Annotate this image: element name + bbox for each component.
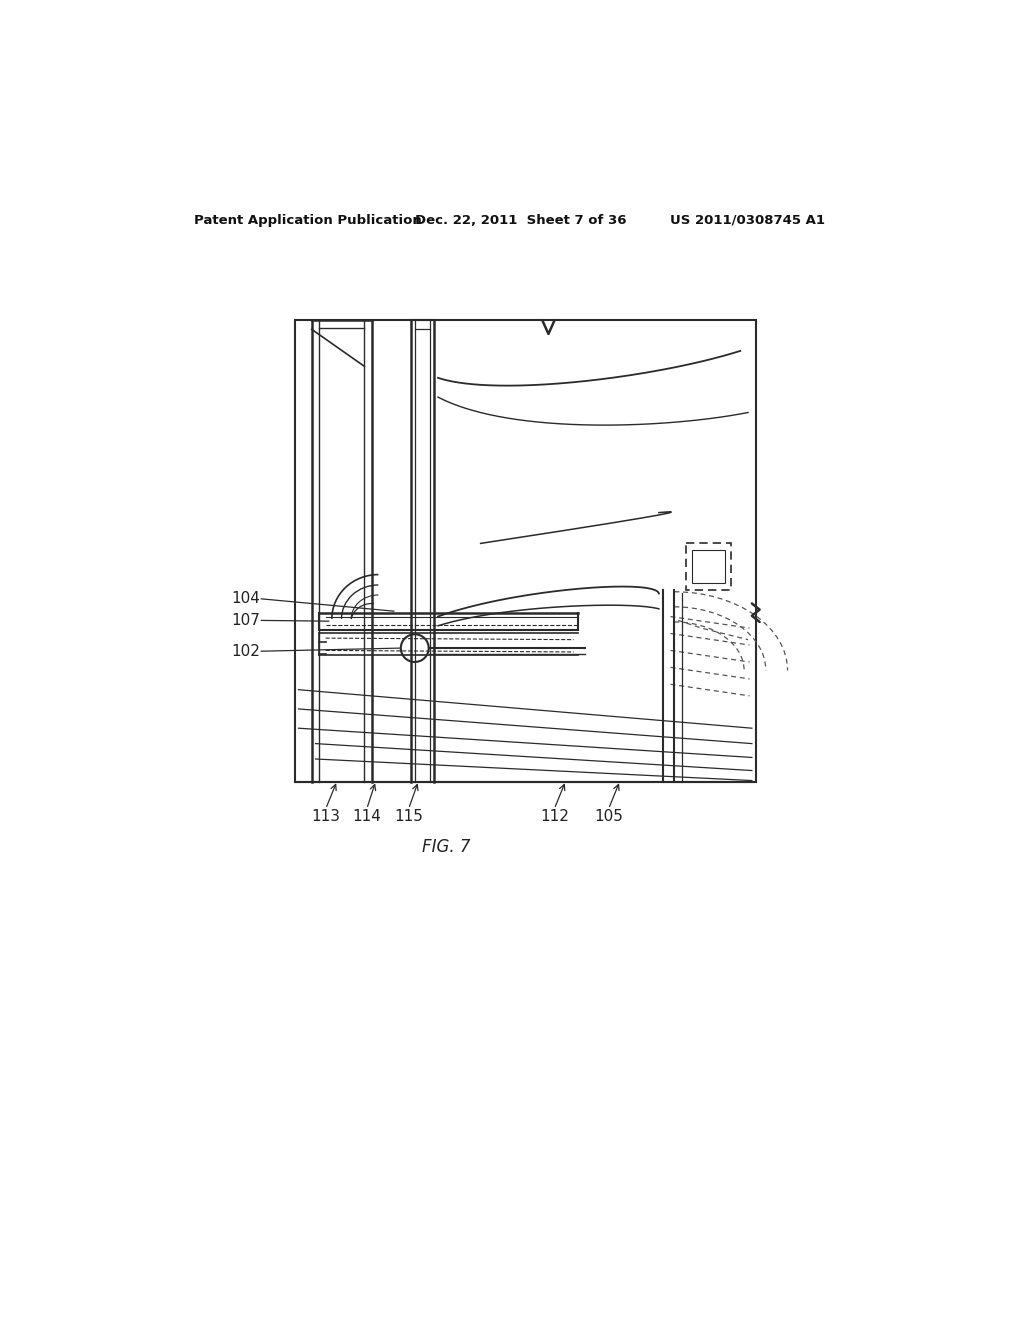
Text: Patent Application Publication: Patent Application Publication	[194, 214, 422, 227]
Text: 112: 112	[540, 809, 568, 824]
Text: 107: 107	[230, 612, 260, 628]
Text: 105: 105	[594, 809, 623, 824]
Text: 104: 104	[230, 591, 260, 606]
Text: US 2011/0308745 A1: US 2011/0308745 A1	[671, 214, 825, 227]
Text: Dec. 22, 2011  Sheet 7 of 36: Dec. 22, 2011 Sheet 7 of 36	[415, 214, 627, 227]
Text: 114: 114	[352, 809, 381, 824]
Text: FIG. 7: FIG. 7	[422, 838, 470, 857]
Text: 102: 102	[230, 644, 260, 659]
Text: 113: 113	[311, 809, 340, 824]
Text: 115: 115	[394, 809, 423, 824]
